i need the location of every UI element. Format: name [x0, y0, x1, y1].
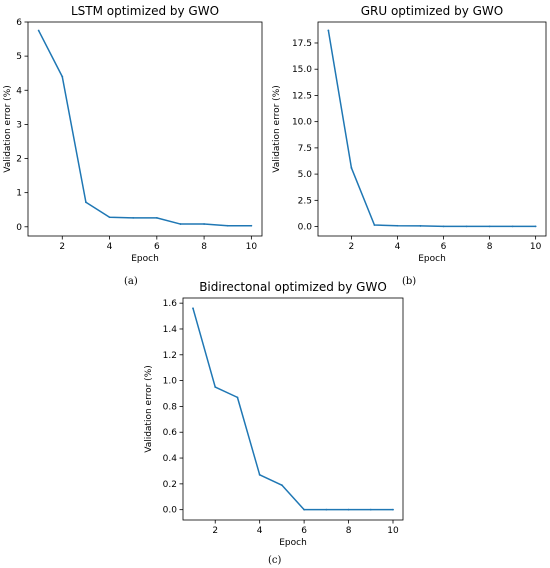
x-tick-label-a-6: 6 [154, 242, 160, 252]
x-tick-label-c-4: 4 [257, 526, 263, 536]
data-point-c-1 [192, 307, 194, 310]
chart-a: 2 4 6 8 10 0 1 2 3 4 5 6 LSTM optimized by GWO Epoch V… [3, 4, 263, 264]
y-tick-label-b-2: 5.0 [298, 170, 313, 180]
y-tick-label-c-8: 1.6 [163, 299, 178, 309]
y-tick-label-a-0: 0 [16, 223, 22, 233]
x-tick-label-a-8: 8 [201, 242, 207, 252]
x-tick-label-c-2: 2 [212, 526, 218, 536]
x-tick-label-a-4: 4 [107, 242, 113, 252]
y-tick-label-a-1: 1 [16, 189, 22, 199]
x-tick-label-b-8: 8 [487, 242, 493, 252]
series-line-b [327, 30, 536, 228]
y-tick-label-c-4: 0.8 [163, 402, 178, 412]
caption-a: (a) [124, 276, 138, 287]
y-tick-label-b-0: 0.0 [298, 223, 313, 233]
y-tick-label-a-5: 5 [16, 52, 22, 62]
data-point-c-4 [258, 473, 261, 476]
y-tick-label-a-2: 2 [16, 155, 22, 165]
data-point-b-8 [488, 225, 491, 228]
x-axis-label-b: Epoch [418, 254, 446, 264]
y-tick-label-c-7: 1.4 [163, 325, 178, 335]
y-tick-label-c-2: 0.4 [163, 454, 178, 464]
data-point-c-9 [369, 508, 372, 511]
y-axis-label-b: Validation error (%) [272, 85, 282, 173]
data-point-b-6 [442, 225, 445, 228]
data-point-b-4 [396, 224, 399, 227]
data-point-a-9 [226, 224, 229, 227]
chart-title-c: Bidirectonal optimized by GWO [199, 280, 387, 294]
data-point-a-10 [250, 224, 253, 227]
x-tick-label-b-6: 6 [441, 242, 447, 252]
x-tick-label-c-10: 10 [387, 526, 399, 536]
x-tick-label-c-8: 8 [346, 526, 352, 536]
y-axis-label-c: Validation error (%) [144, 365, 154, 453]
y-tick-label-b-5: 12.5 [292, 91, 312, 101]
series-line-c [192, 308, 393, 511]
y-tick-label-b-1: 2.5 [298, 196, 312, 206]
axes-frame-a [27, 21, 263, 237]
chart-title-a: LSTM optimized by GWO [71, 4, 219, 18]
data-point-c-3 [236, 396, 239, 399]
y-tick-label-c-1: 0.2 [163, 480, 177, 490]
y-tick-label-c-0: 0.0 [163, 506, 178, 516]
axes-frame-c [182, 297, 404, 521]
data-point-c-2 [214, 386, 217, 388]
data-point-b-10 [534, 225, 537, 228]
chart-c: 2 4 6 8 10 0.0 0.2 0.4 0.6 0.8 1.0 1.2 1.4 1.6 Bidirec… [144, 280, 404, 548]
chart-title-b: GRU optimized by GWO [361, 4, 504, 18]
y-tick-label-a-6: 6 [16, 18, 22, 28]
y-tick-label-a-4: 4 [16, 86, 22, 96]
data-point-a-3 [85, 201, 87, 204]
caption-c: (c) [268, 555, 282, 566]
x-tick-label-b-4: 4 [395, 242, 401, 252]
data-point-c-5 [280, 484, 283, 487]
data-point-c-8 [347, 508, 350, 511]
caption-b: (b) [402, 276, 417, 287]
x-tick-label-c-6: 6 [301, 526, 307, 536]
data-point-c-10 [392, 508, 394, 511]
data-point-a-7 [179, 223, 182, 225]
data-point-b-3 [373, 224, 376, 226]
y-tick-label-b-4: 10.0 [292, 118, 312, 128]
data-point-a-5 [132, 217, 135, 219]
x-axis-label-c: Epoch [279, 538, 307, 548]
series-line-a [37, 30, 252, 227]
data-point-c-6 [303, 508, 306, 511]
y-tick-label-c-5: 1.0 [163, 377, 178, 387]
data-point-b-1 [327, 29, 330, 32]
x-tick-label-a-2: 2 [59, 242, 65, 252]
y-tick-label-b-7: 17.5 [292, 39, 312, 49]
y-tick-label-c-3: 0.6 [163, 428, 178, 438]
axes-frame-b [317, 21, 547, 237]
chart-b: 2 4 6 8 10 0.0 2.5 5.0 7.5 10.0 12.5 15.0 17.5 GRU op… [272, 4, 547, 264]
data-point-a-1 [37, 29, 40, 32]
data-point-b-5 [419, 225, 422, 227]
data-point-a-8 [203, 223, 205, 225]
x-axis-label-a: Epoch [131, 254, 159, 264]
x-tick-label-a-10: 10 [246, 242, 258, 252]
data-point-b-9 [511, 225, 514, 228]
data-point-c-7 [325, 508, 328, 511]
y-axis-label-a: Validation error (%) [3, 85, 13, 173]
data-point-b-2 [350, 166, 353, 169]
y-tick-label-b-3: 7.5 [298, 144, 312, 154]
y-tick-label-b-6: 15.0 [292, 65, 312, 75]
x-tick-label-b-2: 2 [349, 242, 355, 252]
y-tick-label-c-6: 1.2 [163, 351, 177, 361]
data-point-a-6 [155, 217, 158, 219]
y-tick-label-a-3: 3 [16, 120, 22, 130]
data-point-a-2 [61, 75, 64, 78]
x-tick-label-b-10: 10 [530, 242, 542, 252]
data-point-a-4 [108, 216, 111, 219]
data-point-b-7 [465, 225, 468, 228]
